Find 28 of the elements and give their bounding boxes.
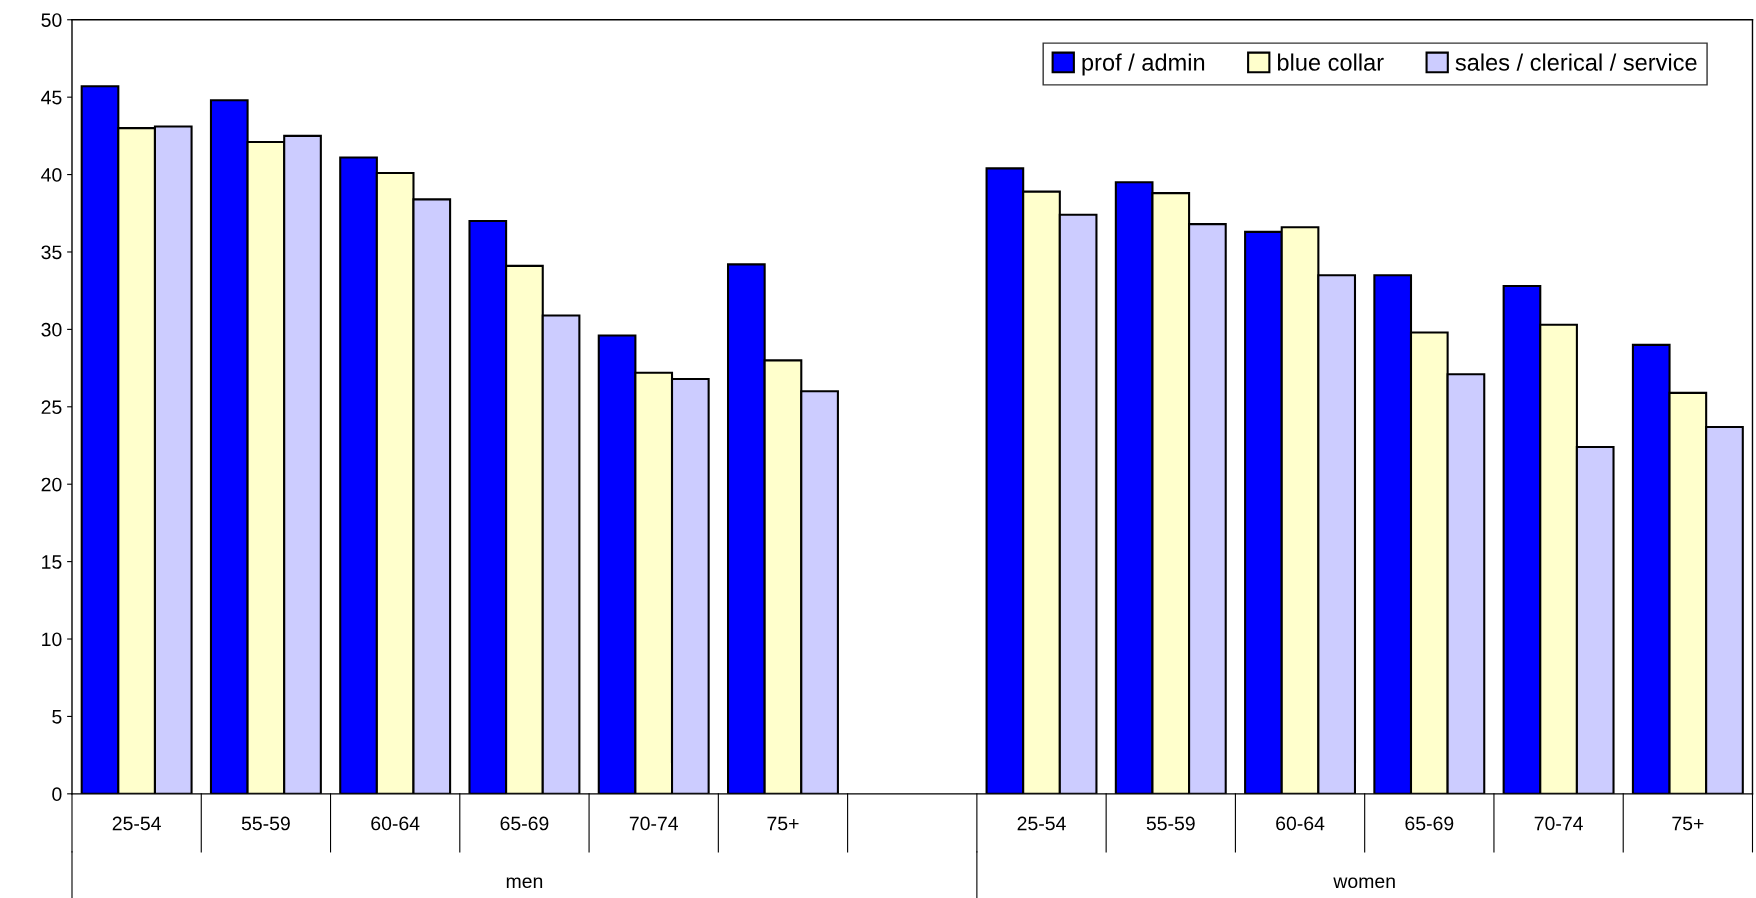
y-tick-label: 15	[42, 555, 62, 569]
y-tick-label: 0	[52, 787, 62, 802]
y-tick-label: 10	[42, 632, 62, 647]
x-tick-label: 25-54	[1017, 816, 1066, 831]
x-tick-label: 70-74	[629, 816, 678, 831]
x-tick-label: 75+	[1672, 816, 1704, 831]
x-tick-label: 75+	[767, 816, 799, 831]
y-tick-label: 5	[52, 710, 62, 724]
x-tick-label: 55-59	[1146, 816, 1195, 831]
y-tick-label: 50	[41, 13, 62, 27]
text: women	[1333, 877, 1395, 889]
x-tick-label: 25-54	[112, 816, 161, 831]
y-tick-label: 25	[41, 400, 62, 415]
x-tick-label: 60-64	[371, 816, 420, 831]
x-tick-label: 70-74	[1534, 816, 1583, 831]
y-tick-label: 40	[41, 168, 62, 182]
y-tick-label: 45	[41, 90, 62, 105]
x-tick-label: 65-69	[500, 816, 549, 831]
legend-label: blue collar	[1277, 53, 1384, 71]
x-tick-label: 60-64	[1276, 816, 1325, 831]
legend-label: prof / admin	[1082, 53, 1205, 76]
y-tick-label: 35	[41, 245, 62, 260]
text: men	[506, 877, 543, 889]
x-tick-label: 65-69	[1405, 816, 1454, 831]
x-tick-label: 55-59	[241, 816, 290, 831]
y-tick-label: 30	[41, 322, 62, 337]
y-tick-label: 20	[41, 477, 62, 492]
legend-label: sales / clerical / service	[1455, 53, 1697, 71]
